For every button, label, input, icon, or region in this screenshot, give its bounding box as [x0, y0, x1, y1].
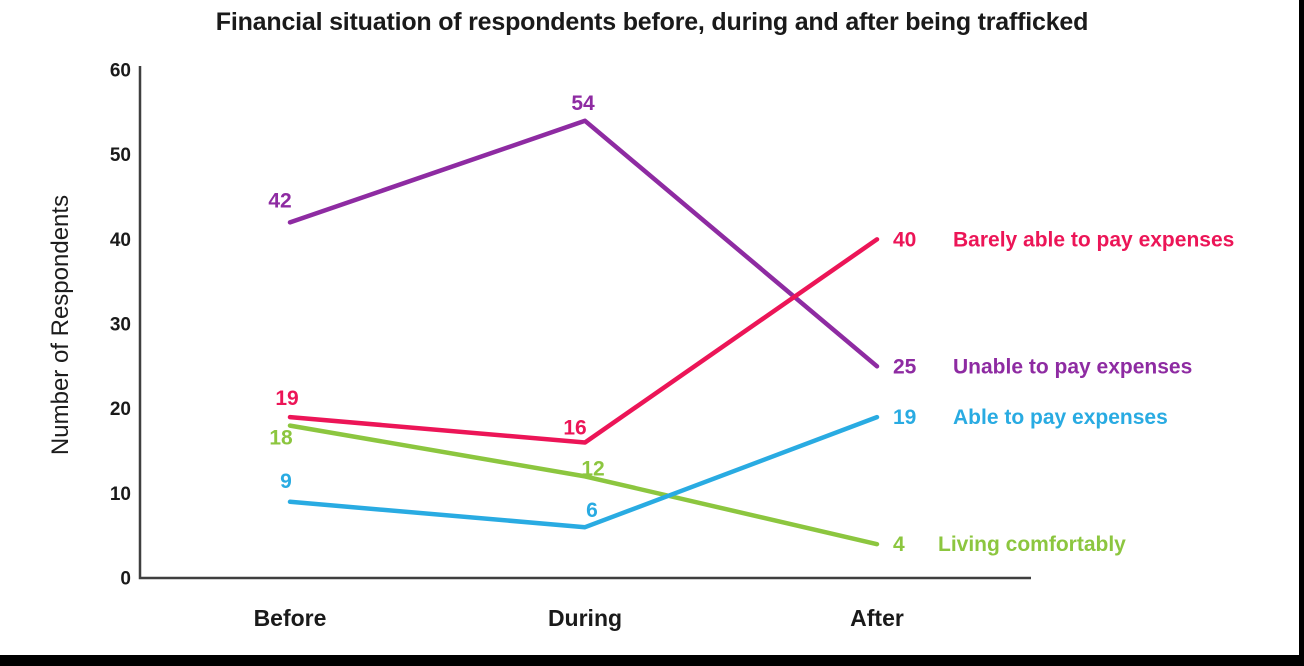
series-line-able-to-pay-expenses	[287, 414, 880, 530]
data-label-barely-able-to-pay-expenses: 19	[275, 387, 298, 410]
series-line-living-comfortably	[287, 423, 880, 547]
data-label-unable-to-pay-expenses: 42	[268, 189, 291, 212]
legend-value-unable-to-pay-expenses: 25	[893, 355, 917, 378]
screenshot-right-border	[1299, 0, 1304, 666]
data-label-barely-able-to-pay-expenses: 16	[563, 417, 586, 440]
y-tick-label: 30	[110, 315, 131, 336]
y-tick-label: 20	[110, 399, 131, 420]
legend-label-living-comfortably: Living comfortably	[938, 533, 1126, 556]
axis-lines	[138, 66, 1031, 580]
x-category-label-after: After	[850, 605, 904, 631]
y-tick-label: 0	[120, 569, 131, 590]
data-label-unable-to-pay-expenses: 54	[571, 92, 595, 115]
chart-title: Financial situation of respondents befor…	[215, 8, 1089, 36]
y-tick-label: 10	[110, 484, 131, 505]
legend-value-barely-able-to-pay-expenses: 40	[893, 228, 916, 251]
legend-value-living-comfortably: 4	[893, 533, 905, 556]
screenshot-bottom-bar	[0, 655, 1304, 666]
x-category-label-during: During	[548, 605, 622, 631]
series-line-barely-able-to-pay-expenses	[287, 237, 880, 445]
y-tick-label: 50	[110, 145, 131, 166]
legend-label-able-to-pay-expenses: Able to pay expenses	[953, 406, 1168, 429]
data-label-living-comfortably: 12	[581, 457, 604, 480]
y-tick-label: 40	[110, 230, 131, 251]
y-tick-label: 60	[110, 61, 131, 82]
legend-value-able-to-pay-expenses: 19	[893, 406, 916, 429]
x-category-label-before: Before	[254, 605, 327, 631]
legend-label-unable-to-pay-expenses: Unable to pay expenses	[953, 355, 1192, 378]
legend-label-barely-able-to-pay-expenses: Barely able to pay expenses	[953, 228, 1234, 251]
data-label-able-to-pay-expenses: 9	[280, 470, 292, 493]
data-label-living-comfortably: 18	[269, 427, 293, 450]
series-line-unable-to-pay-expenses	[287, 118, 880, 369]
data-label-able-to-pay-expenses: 6	[586, 499, 598, 522]
